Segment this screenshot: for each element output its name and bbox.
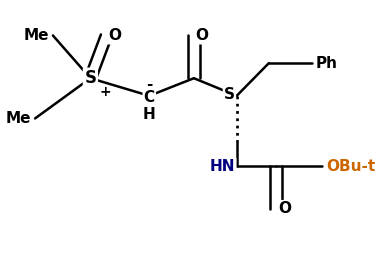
Text: Me: Me: [6, 111, 32, 126]
Text: +: +: [100, 85, 111, 99]
Text: S: S: [84, 69, 96, 87]
Text: O: O: [278, 201, 291, 216]
Text: H: H: [143, 107, 156, 122]
Text: -: -: [146, 77, 152, 92]
Text: C: C: [144, 90, 155, 105]
Text: S: S: [224, 87, 235, 102]
Text: O: O: [108, 28, 121, 43]
Text: O: O: [196, 28, 209, 43]
Text: Me: Me: [24, 28, 49, 43]
Text: Ph: Ph: [315, 56, 337, 71]
Text: HN: HN: [209, 159, 235, 174]
Text: OBu-t: OBu-t: [326, 159, 375, 174]
